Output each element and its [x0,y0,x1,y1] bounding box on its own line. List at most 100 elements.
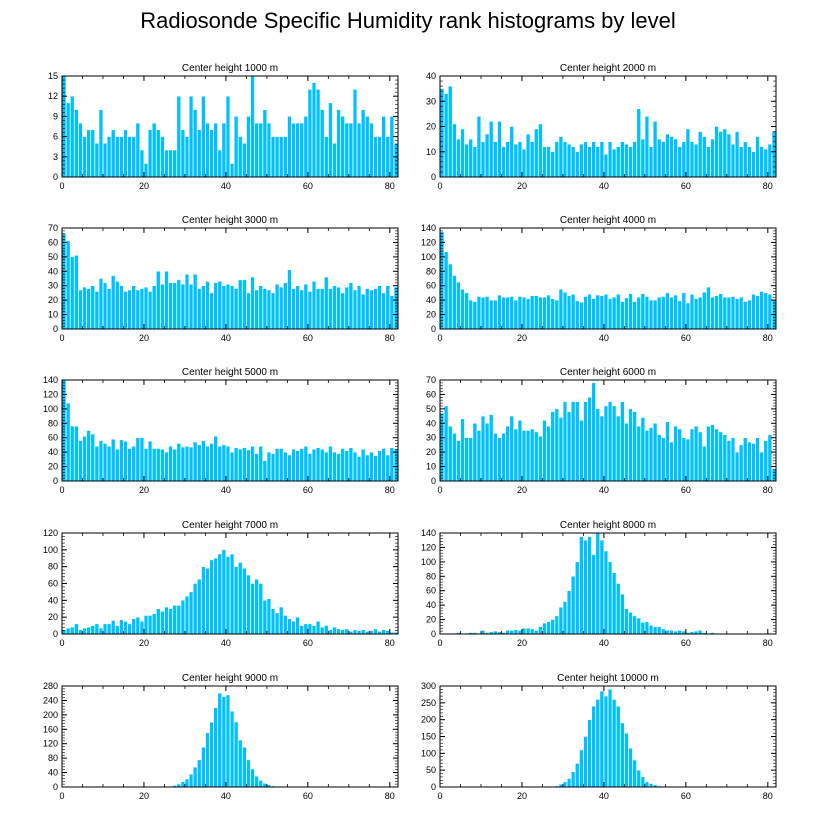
histogram-bar [94,446,99,482]
histogram-bar [221,122,226,178]
histogram-bar [632,411,637,482]
histogram-bar [135,616,140,635]
y-tick-label: 20 [48,462,58,472]
histogram-bar [677,146,682,178]
y-tick-label: 40 [48,266,58,276]
histogram-bar [747,299,752,330]
histogram-bar [229,451,235,482]
x-tick-label: 40 [599,638,609,648]
histogram-bar [710,297,715,330]
histogram-bar [107,288,112,330]
histogram-bar [205,446,210,482]
panel-title: Center height 7000 m [182,520,278,531]
histogram-bar [620,722,625,788]
x-tick-label: 40 [221,333,231,343]
y-tick-label: 60 [426,586,436,596]
axis-frame [61,227,399,330]
histogram-bar [571,146,576,178]
histogram-bar [160,136,165,178]
histogram-bar [603,550,608,635]
histogram-bar [336,109,341,178]
histogram-bar [205,732,210,788]
y-tick-label: 240 [43,695,58,705]
histogram-bar [238,449,243,482]
y-tick-label: 40 [426,71,436,81]
histogram-bar [759,451,764,482]
y-tick-label: 40 [426,600,436,610]
histogram-bar [620,401,625,482]
histogram-bar [669,297,674,330]
histogram-bar [275,448,280,482]
histogram-bar [102,282,108,330]
histogram-bar [320,627,325,635]
histogram-bar [632,615,637,635]
y-tick-label: 40 [48,768,58,778]
histogram-bar [258,583,263,635]
histogram-bar [497,121,502,178]
histogram-bar [221,549,226,635]
histogram-svg: Center height 7000 m 0 20 40 60 80 0 20 40 60 80 10… [43,520,399,648]
histogram-bar [357,122,362,178]
histogram-bar [677,300,682,330]
histogram-bar [164,271,169,330]
y-tick-label: 3 [53,152,58,162]
histogram-bar [135,437,140,482]
histogram-bar [710,424,715,482]
y-tick-label: 40 [48,447,58,457]
y-tick-label: 80 [426,571,436,581]
histogram-bar [270,292,276,330]
histogram-bar [102,443,108,482]
histogram-bar [546,425,551,482]
histogram-bar [184,136,190,178]
histogram-bar [156,271,161,330]
histogram-bar [299,625,304,635]
histogram-bar [148,441,153,482]
histogram-bar [583,296,588,330]
histogram-bar [575,151,580,178]
histogram-bar [262,109,267,178]
histogram-bar [209,721,214,788]
histogram-bar [287,454,292,482]
histogram-bar [579,749,584,788]
histogram-bar [381,292,386,330]
histogram-bar [242,447,247,482]
histogram-bar [209,559,214,635]
y-tick-label: 0 [431,172,436,182]
histogram-bar [464,292,469,330]
histogram-bar [714,295,719,330]
histogram-bar [229,711,235,788]
histogram-bar [266,598,271,635]
histogram-bar [464,143,469,178]
histogram-bar [648,427,654,482]
histogram-bar [501,297,506,330]
histogram-bar [554,408,559,482]
histogram-bar [209,292,214,330]
histogram-bar [197,288,202,330]
histogram-bar [320,449,325,482]
histogram-bar [74,425,79,482]
y-tick-label: 0 [431,476,436,486]
histogram-bar [201,96,206,178]
histogram-bar [283,451,288,482]
x-tick-label: 80 [763,791,773,801]
histogram-bar [266,289,271,330]
histogram-bar [193,273,198,330]
histogram-bar [456,281,461,330]
histogram-panel: Center height 5000 m 0 20 40 60 80 0 20 40 60 80 10… [22,350,418,506]
histogram-bar [493,299,498,330]
histogram-bar [94,623,99,635]
histogram-bar [66,240,71,330]
histogram-bar [250,583,255,635]
histogram-bar [311,82,317,178]
histogram-bar [620,141,625,178]
histogram-bar [583,540,588,635]
histogram-bar [238,739,243,788]
histogram-bar [295,450,300,482]
y-tick-label: 60 [48,579,58,589]
histogram-bar [702,446,707,482]
histogram-bar [373,288,378,330]
histogram-bar [381,448,386,482]
histogram-bar [90,129,95,178]
histogram-panel: Center height 9000 m 0 20 40 60 80 0 40 80 120 160… [22,656,418,812]
histogram-bar [550,619,555,635]
